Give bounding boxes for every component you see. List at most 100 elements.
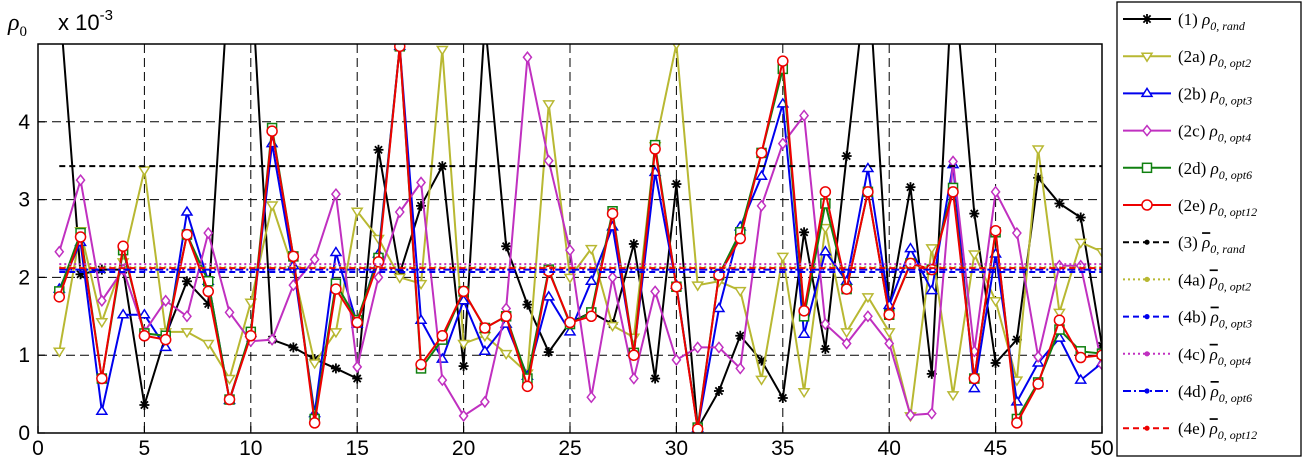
circle-marker [777,55,789,67]
diamond-marker [841,337,852,350]
circle-marker [117,240,129,253]
triangle-down-marker [967,250,981,261]
plot-frame [37,43,1103,434]
series-layer [52,44,1102,433]
diamond-marker [522,51,533,64]
diamond-marker [96,294,107,307]
star-marker [969,208,980,219]
x-tick-label: 20 [452,437,475,459]
diamond-marker [799,109,810,122]
triangle-down-marker [776,252,790,263]
triangle-down-marker [329,328,343,339]
legend-symbol: ρ [1209,196,1218,215]
x-tick-label: 50 [1090,437,1113,459]
circle-marker [202,285,214,298]
legend-subscript: 0, opt3 [1219,317,1252,331]
star-marker [330,363,341,374]
triangle-up-marker [1074,373,1088,384]
legend-subscript: 0, opt4 [1218,131,1251,145]
grid [38,44,1102,433]
legend-subscript: 0, opt12 [1218,205,1257,219]
legend-symbol: ρ [1209,122,1218,141]
dot-marker [1144,239,1150,245]
triangle-up-marker [159,341,173,352]
diamond-marker [692,341,703,354]
circle-marker [1032,378,1044,390]
y-multiplier-base: x 10 [58,10,100,35]
legend-symbol: ρ [1209,47,1218,66]
diamond-marker [650,285,661,298]
diamond-marker [926,407,937,420]
legend-symbol: ρ [1209,270,1218,289]
star-marker [543,347,554,358]
legend-series-name: (4b) [1178,308,1211,327]
legend-label: (2e) ρ0, opt12 [1178,196,1257,219]
triangle-down-marker [393,273,407,284]
star-marker [522,299,533,310]
plot-border [37,43,1103,434]
triangle-up-marker [755,169,768,181]
star-marker [501,241,512,252]
legend-item: (4b) ρ0, opt3 [1123,308,1252,331]
triangle-down-marker [138,166,151,177]
circle-marker [628,349,640,361]
diamond-marker [394,205,405,219]
legend-symbol: ρ [1209,419,1218,438]
triangle-down-marker [819,223,832,235]
star-marker [288,342,299,353]
star-marker [1075,212,1086,223]
circle-marker [755,147,768,159]
y-tick-label: 1 [18,344,30,367]
circle-marker [862,186,874,198]
legend-subscript: 0, opt2 [1218,279,1251,293]
star-marker [799,227,810,238]
circle-marker [798,305,810,317]
circle-marker [500,310,512,323]
diamond-marker [756,199,767,213]
triangle-up-marker [819,245,832,256]
y-tick-label: 0 [18,422,30,445]
axes: 0 5 10 15 20 25 30 35 40 45 50 0 1 2 3 4 [18,111,1113,459]
triangle-up-marker [478,344,492,356]
y-multiplier-exponent: -3 [100,7,113,24]
triangle-down-marker [1031,145,1045,156]
triangle-down-marker [372,234,385,245]
square-marker [820,198,831,209]
circle-marker [989,224,1002,237]
triangle-down-marker [499,349,513,361]
triangle-down-marker [1053,308,1066,319]
triangle-down-marker [925,244,939,255]
triangle-down-marker [755,375,768,386]
circle-marker [181,228,193,241]
triangle-down-marker [350,207,364,218]
diamond-marker [54,245,65,258]
circle-marker [670,280,683,293]
circle-marker [394,44,406,53]
legend-item: (4e) ρ0, opt12 [1123,419,1257,442]
triangle-up-marker [904,242,917,253]
legend-subscript: 0, opt3 [1219,93,1252,107]
star-marker [713,385,724,396]
circle-marker [1141,199,1153,211]
triangle-down-marker [606,321,619,333]
legend-label: (2d) ρ0, opt6 [1178,159,1252,182]
triangle-down-marker [946,391,960,402]
x-tick-label: 35 [771,437,794,459]
circle-marker [351,316,363,329]
triangle-down-marker [840,328,853,339]
triangle-down-marker [989,296,1002,308]
y-tick-label: 4 [18,111,30,134]
legend-symbol: ρ [1201,10,1210,29]
circle-marker [649,143,661,155]
series-line [58,44,1102,417]
diamond-marker [671,353,682,367]
triangle-up-marker [584,274,598,286]
diamond-marker [352,360,363,374]
circle-marker [606,207,619,220]
triangle-down-marker [435,45,449,56]
circle-marker [308,417,321,429]
legend-subscript: 0, opt4 [1218,354,1251,368]
circle-marker [287,250,300,263]
legend-item: (3) ρ0, rand [1123,233,1246,256]
circle-marker [415,358,427,371]
